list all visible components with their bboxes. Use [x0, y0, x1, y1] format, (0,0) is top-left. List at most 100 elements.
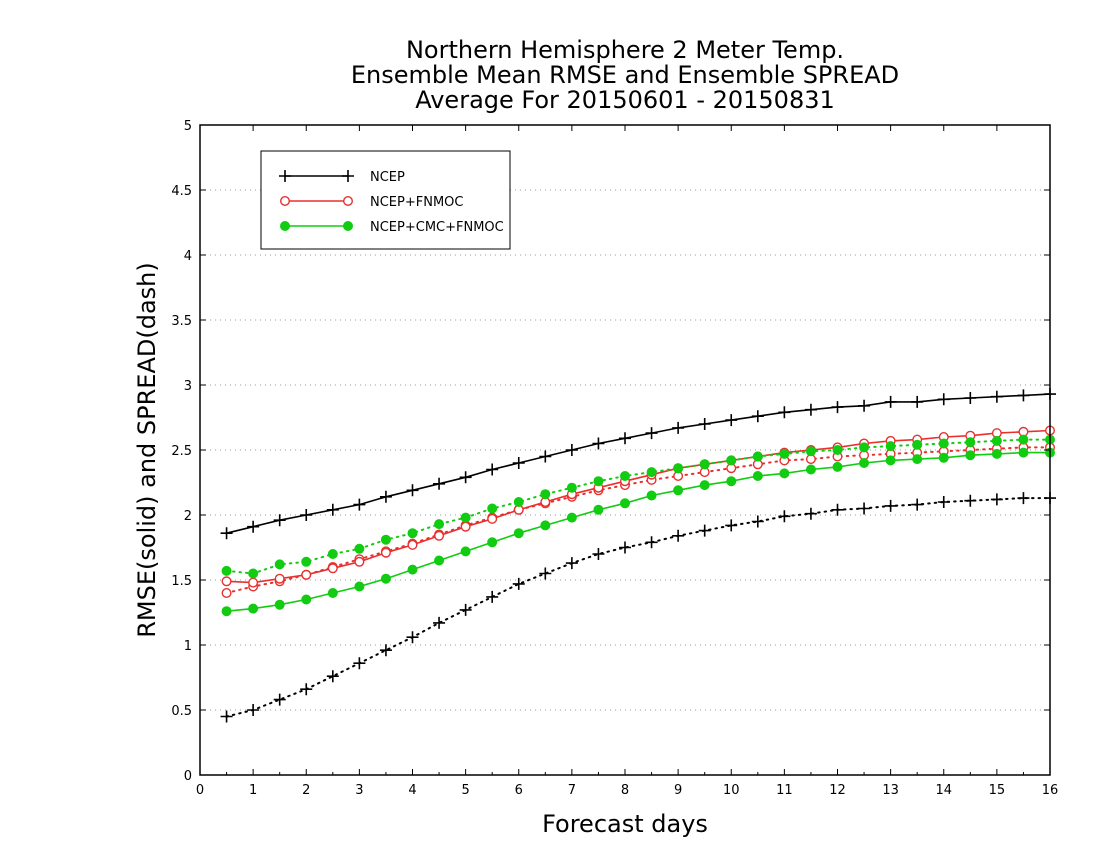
point-ncep-rmse: [804, 403, 817, 416]
series-ncep-fnmoc-spread: [221, 442, 1055, 599]
point-ncep-fnmoc-rmse: [434, 530, 445, 541]
point-ncep-cmc-fnmoc-spread: [540, 489, 551, 500]
point-ncep-fnmoc-spread: [221, 588, 232, 599]
chart-title-line-3: Average For 20150601 - 20150831: [415, 86, 835, 114]
legend-marker: [279, 170, 291, 182]
point-ncep-cmc-fnmoc-rmse: [699, 480, 710, 491]
x-axis-label: Forecast days: [542, 810, 708, 838]
series-line-ncep-fnmoc-spread: [225, 446, 1051, 594]
y-axis-label: RMSE(solid) and SPREAD(dash): [133, 262, 161, 638]
point-ncep-rmse: [459, 471, 472, 484]
point-ncep-spread: [592, 548, 605, 560]
point-ncep-fnmoc-rmse: [274, 573, 285, 584]
x-tick-label: 8: [621, 783, 629, 798]
chart-title: Northern Hemisphere 2 Meter Temp.Ensembl…: [351, 36, 899, 114]
point-ncep-cmc-fnmoc-rmse: [540, 520, 551, 531]
point-ncep-spread: [273, 693, 286, 706]
point-ncep-spread: [433, 616, 446, 629]
point-ncep-spread: [831, 503, 844, 516]
series-ncep-cmc-fnmoc-spread: [221, 434, 1055, 579]
point-ncep-cmc-fnmoc-spread: [248, 568, 259, 579]
point-ncep-rmse: [539, 450, 552, 463]
point-ncep-rmse: [672, 421, 685, 434]
point-ncep-rmse: [433, 477, 446, 490]
y-tick-label: 3: [184, 379, 192, 394]
point-ncep-cmc-fnmoc-spread: [434, 519, 445, 530]
point-ncep-cmc-fnmoc-rmse: [726, 476, 737, 487]
point-ncep-rmse: [964, 392, 977, 404]
grid-lines: [200, 189, 1050, 711]
point-ncep-cmc-fnmoc-spread: [460, 512, 471, 523]
point-ncep-cmc-fnmoc-rmse: [407, 564, 418, 575]
point-ncep-cmc-fnmoc-spread: [513, 497, 524, 507]
point-ncep-spread: [645, 536, 658, 549]
point-ncep-cmc-fnmoc-rmse: [274, 599, 285, 610]
legend-label: NCEP+CMC+FNMOC: [370, 220, 504, 235]
x-tick-label: 3: [355, 783, 363, 798]
point-ncep-cmc-fnmoc-spread: [965, 437, 976, 448]
point-ncep-cmc-fnmoc-rmse: [673, 485, 684, 496]
point-ncep-spread: [672, 529, 685, 542]
point-ncep-rmse: [486, 463, 499, 476]
point-ncep-cmc-fnmoc-spread: [938, 438, 949, 449]
x-tick-label: 12: [829, 783, 846, 798]
point-ncep-cmc-fnmoc-rmse: [1018, 447, 1029, 458]
point-ncep-fnmoc-rmse: [248, 577, 259, 588]
point-ncep-spread: [858, 502, 871, 515]
point-ncep-spread: [247, 704, 260, 716]
point-ncep-cmc-fnmoc-spread: [726, 455, 737, 466]
point-ncep-cmc-fnmoc-rmse: [805, 464, 816, 475]
legend-box: [260, 150, 511, 250]
chart-title-line-1: Northern Hemisphere 2 Meter Temp.: [406, 36, 844, 64]
series-line-ncep-spread: [225, 497, 1051, 718]
point-ncep-cmc-fnmoc-spread: [885, 441, 896, 452]
legend-marker: [342, 170, 354, 182]
point-ncep-rmse: [592, 437, 605, 450]
point-ncep-rmse: [645, 427, 658, 440]
point-ncep-rmse: [884, 395, 897, 408]
point-ncep-spread: [459, 603, 472, 616]
point-ncep-rmse: [512, 457, 525, 469]
point-ncep-rmse: [937, 393, 950, 406]
series-line-ncep-rmse: [226, 393, 1051, 534]
point-ncep-cmc-fnmoc-spread: [487, 503, 498, 514]
x-tick-label: 9: [674, 783, 682, 798]
point-ncep-spread: [300, 683, 313, 696]
point-ncep-spread: [512, 577, 525, 590]
x-tick-label: 10: [723, 783, 740, 798]
legend-label: NCEP+FNMOC: [370, 195, 463, 210]
point-ncep-rmse: [273, 514, 286, 527]
point-ncep-cmc-fnmoc-rmse: [327, 588, 338, 598]
point-ncep-rmse: [778, 406, 791, 419]
point-ncep-cmc-fnmoc-spread: [699, 459, 710, 470]
point-ncep-rmse: [220, 527, 233, 540]
x-tick-label: 15: [989, 783, 1006, 798]
legend: NCEP NCEP+FNMOC NCEP+CMC+FNMOC: [260, 150, 511, 250]
y-tick-label: 1.5: [171, 574, 192, 589]
point-ncep-fnmoc-rmse: [327, 563, 338, 574]
legend-marker: [343, 195, 354, 206]
axis-ticks: 0 1 2 3 4 5 6 7 8 9 10 11 12 13 14 15 1600.511.522.533.5…: [171, 119, 1058, 798]
point-ncep-rmse: [698, 418, 711, 430]
y-tick-label: 4: [184, 249, 192, 264]
point-ncep-cmc-fnmoc-spread: [752, 451, 763, 462]
point-ncep-cmc-fnmoc-spread: [859, 442, 870, 453]
point-ncep-cmc-fnmoc-rmse: [221, 606, 232, 617]
x-tick-label: 14: [935, 783, 952, 798]
y-tick-label: 0.5: [171, 704, 192, 719]
point-ncep-rmse: [406, 484, 419, 497]
x-tick-label: 2: [302, 783, 310, 798]
point-ncep-spread: [698, 524, 711, 537]
x-tick-label: 6: [515, 783, 523, 798]
point-ncep-rmse: [379, 490, 392, 503]
point-ncep-spread: [751, 515, 764, 528]
point-ncep-cmc-fnmoc-spread: [673, 463, 684, 474]
point-ncep-spread: [990, 493, 1003, 506]
y-tick-label: 0: [184, 769, 192, 784]
series-ncep-rmse: [220, 388, 1056, 540]
point-ncep-rmse: [911, 395, 924, 408]
point-ncep-rmse: [831, 401, 844, 414]
point-ncep-cmc-fnmoc-spread: [221, 565, 232, 576]
point-ncep-spread: [326, 670, 339, 683]
x-tick-label: 0: [196, 783, 204, 798]
